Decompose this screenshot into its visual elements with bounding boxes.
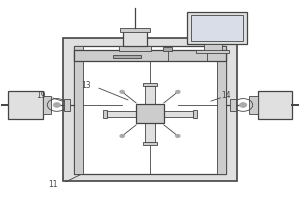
Bar	[193, 110, 197, 118]
Text: 14: 14	[221, 91, 231, 100]
Bar	[43, 96, 51, 114]
Circle shape	[240, 103, 247, 107]
Text: 11: 11	[48, 180, 58, 189]
Circle shape	[120, 135, 124, 137]
Circle shape	[120, 90, 124, 93]
Bar	[171, 87, 185, 97]
Bar	[187, 12, 247, 44]
Bar	[120, 28, 150, 32]
Bar	[217, 46, 226, 174]
Bar	[191, 15, 244, 41]
Bar	[8, 91, 43, 119]
Circle shape	[176, 135, 180, 137]
Bar	[196, 50, 229, 53]
Bar	[74, 46, 83, 174]
Bar	[118, 46, 152, 51]
Bar	[115, 87, 129, 97]
Bar	[143, 83, 157, 86]
Bar	[171, 131, 185, 141]
Bar	[74, 50, 226, 61]
Bar	[257, 91, 292, 119]
Bar	[103, 110, 107, 118]
Bar	[164, 111, 193, 117]
Bar	[113, 55, 141, 58]
Bar	[123, 31, 147, 46]
Bar	[74, 46, 226, 174]
Bar	[115, 131, 129, 141]
Bar	[143, 142, 157, 145]
Bar	[136, 104, 164, 123]
Bar	[249, 96, 257, 114]
Circle shape	[176, 90, 180, 93]
Text: 13: 13	[81, 81, 91, 90]
Bar	[107, 111, 136, 117]
Bar	[230, 99, 236, 111]
Bar	[63, 38, 237, 181]
Bar	[164, 47, 172, 51]
Bar	[64, 99, 70, 111]
Bar	[145, 86, 155, 104]
Bar	[145, 123, 155, 142]
Bar	[204, 44, 222, 51]
Text: 19: 19	[36, 91, 46, 100]
Circle shape	[53, 103, 60, 107]
